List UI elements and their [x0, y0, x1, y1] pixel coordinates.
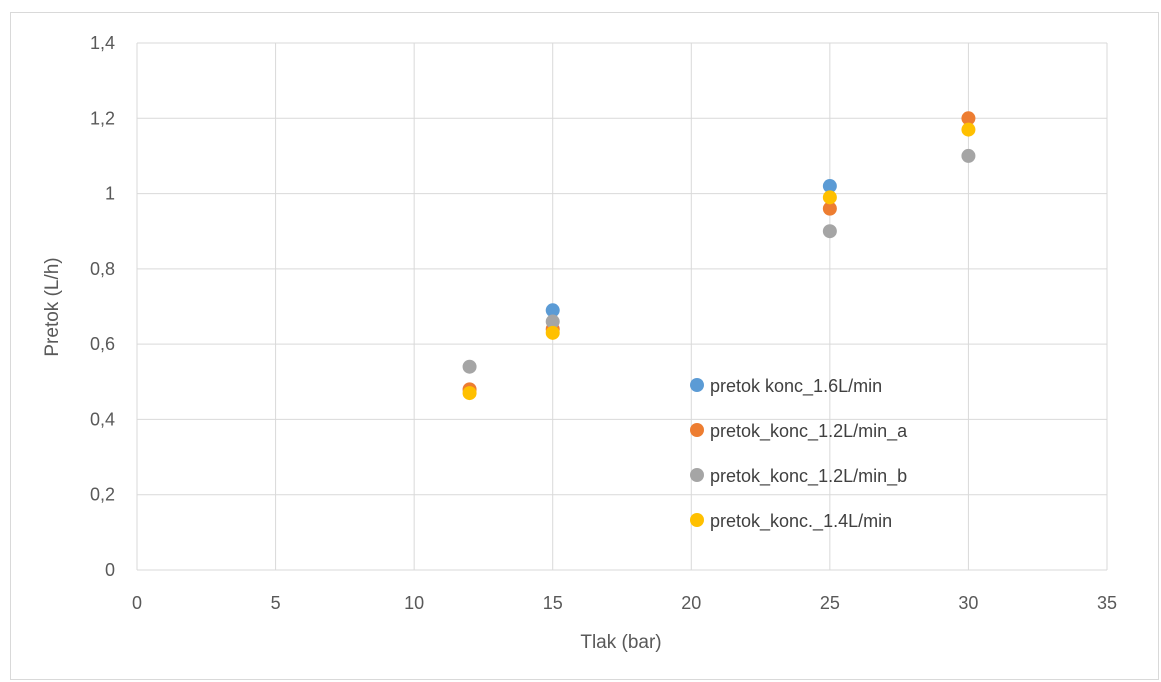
y-tick-label: 0	[105, 560, 115, 580]
x-axis-title: Tlak (bar)	[580, 632, 661, 653]
y-tick-label: 0,6	[90, 334, 115, 354]
y-tick-label: 1	[105, 184, 115, 204]
y-tick-label: 1,2	[90, 108, 115, 128]
x-tick-label: 10	[404, 593, 424, 613]
x-axis-ticks: 0 5 10 15 20 25 30 35	[132, 593, 1117, 613]
data-point-series-4	[822, 190, 837, 205]
data-points	[462, 111, 976, 401]
x-tick-label: 30	[958, 593, 978, 613]
y-tick-label: 0,8	[90, 259, 115, 279]
legend-label: pretok konc_1.6L/min	[710, 376, 882, 397]
legend-label: pretok_konc._1.4L/min	[710, 511, 892, 532]
legend-label: pretok_konc_1.2L/min_b	[710, 466, 907, 487]
data-point-series-1	[822, 179, 837, 194]
x-tick-label: 5	[271, 593, 281, 613]
x-tick-label: 25	[820, 593, 840, 613]
y-tick-label: 1,4	[90, 33, 115, 53]
data-point-series-1	[545, 303, 560, 318]
data-point-series-4	[462, 386, 477, 401]
legend-marker	[690, 468, 704, 482]
data-point-series-3	[961, 148, 976, 163]
data-point-series-4	[961, 122, 976, 137]
data-point-series-3	[462, 359, 477, 374]
data-point-series-3	[822, 224, 837, 239]
legend-label: pretok_konc_1.2L/min_a	[710, 421, 908, 442]
y-tick-label: 0,2	[90, 485, 115, 505]
x-tick-label: 15	[543, 593, 563, 613]
legend-marker	[690, 378, 704, 392]
y-axis-ticks: 0 0,2 0,4 0,6 0,8 1 1,2 1,4	[90, 33, 115, 580]
data-point-series-2	[822, 201, 837, 216]
data-point-series-3	[545, 314, 560, 329]
data-point-series-4	[545, 325, 560, 340]
x-tick-label: 35	[1097, 593, 1117, 613]
legend-marker	[690, 513, 704, 527]
data-point-series-2	[961, 111, 976, 126]
grid-lines	[136, 42, 1108, 571]
x-tick-label: 20	[681, 593, 701, 613]
legend-marker	[690, 423, 704, 437]
legend: pretok konc_1.6L/min pretok_konc_1.2L/min…	[690, 376, 908, 532]
x-tick-label: 0	[132, 593, 142, 613]
y-tick-label: 0,4	[90, 409, 115, 429]
y-axis-title: Pretok (L/h)	[42, 257, 63, 356]
